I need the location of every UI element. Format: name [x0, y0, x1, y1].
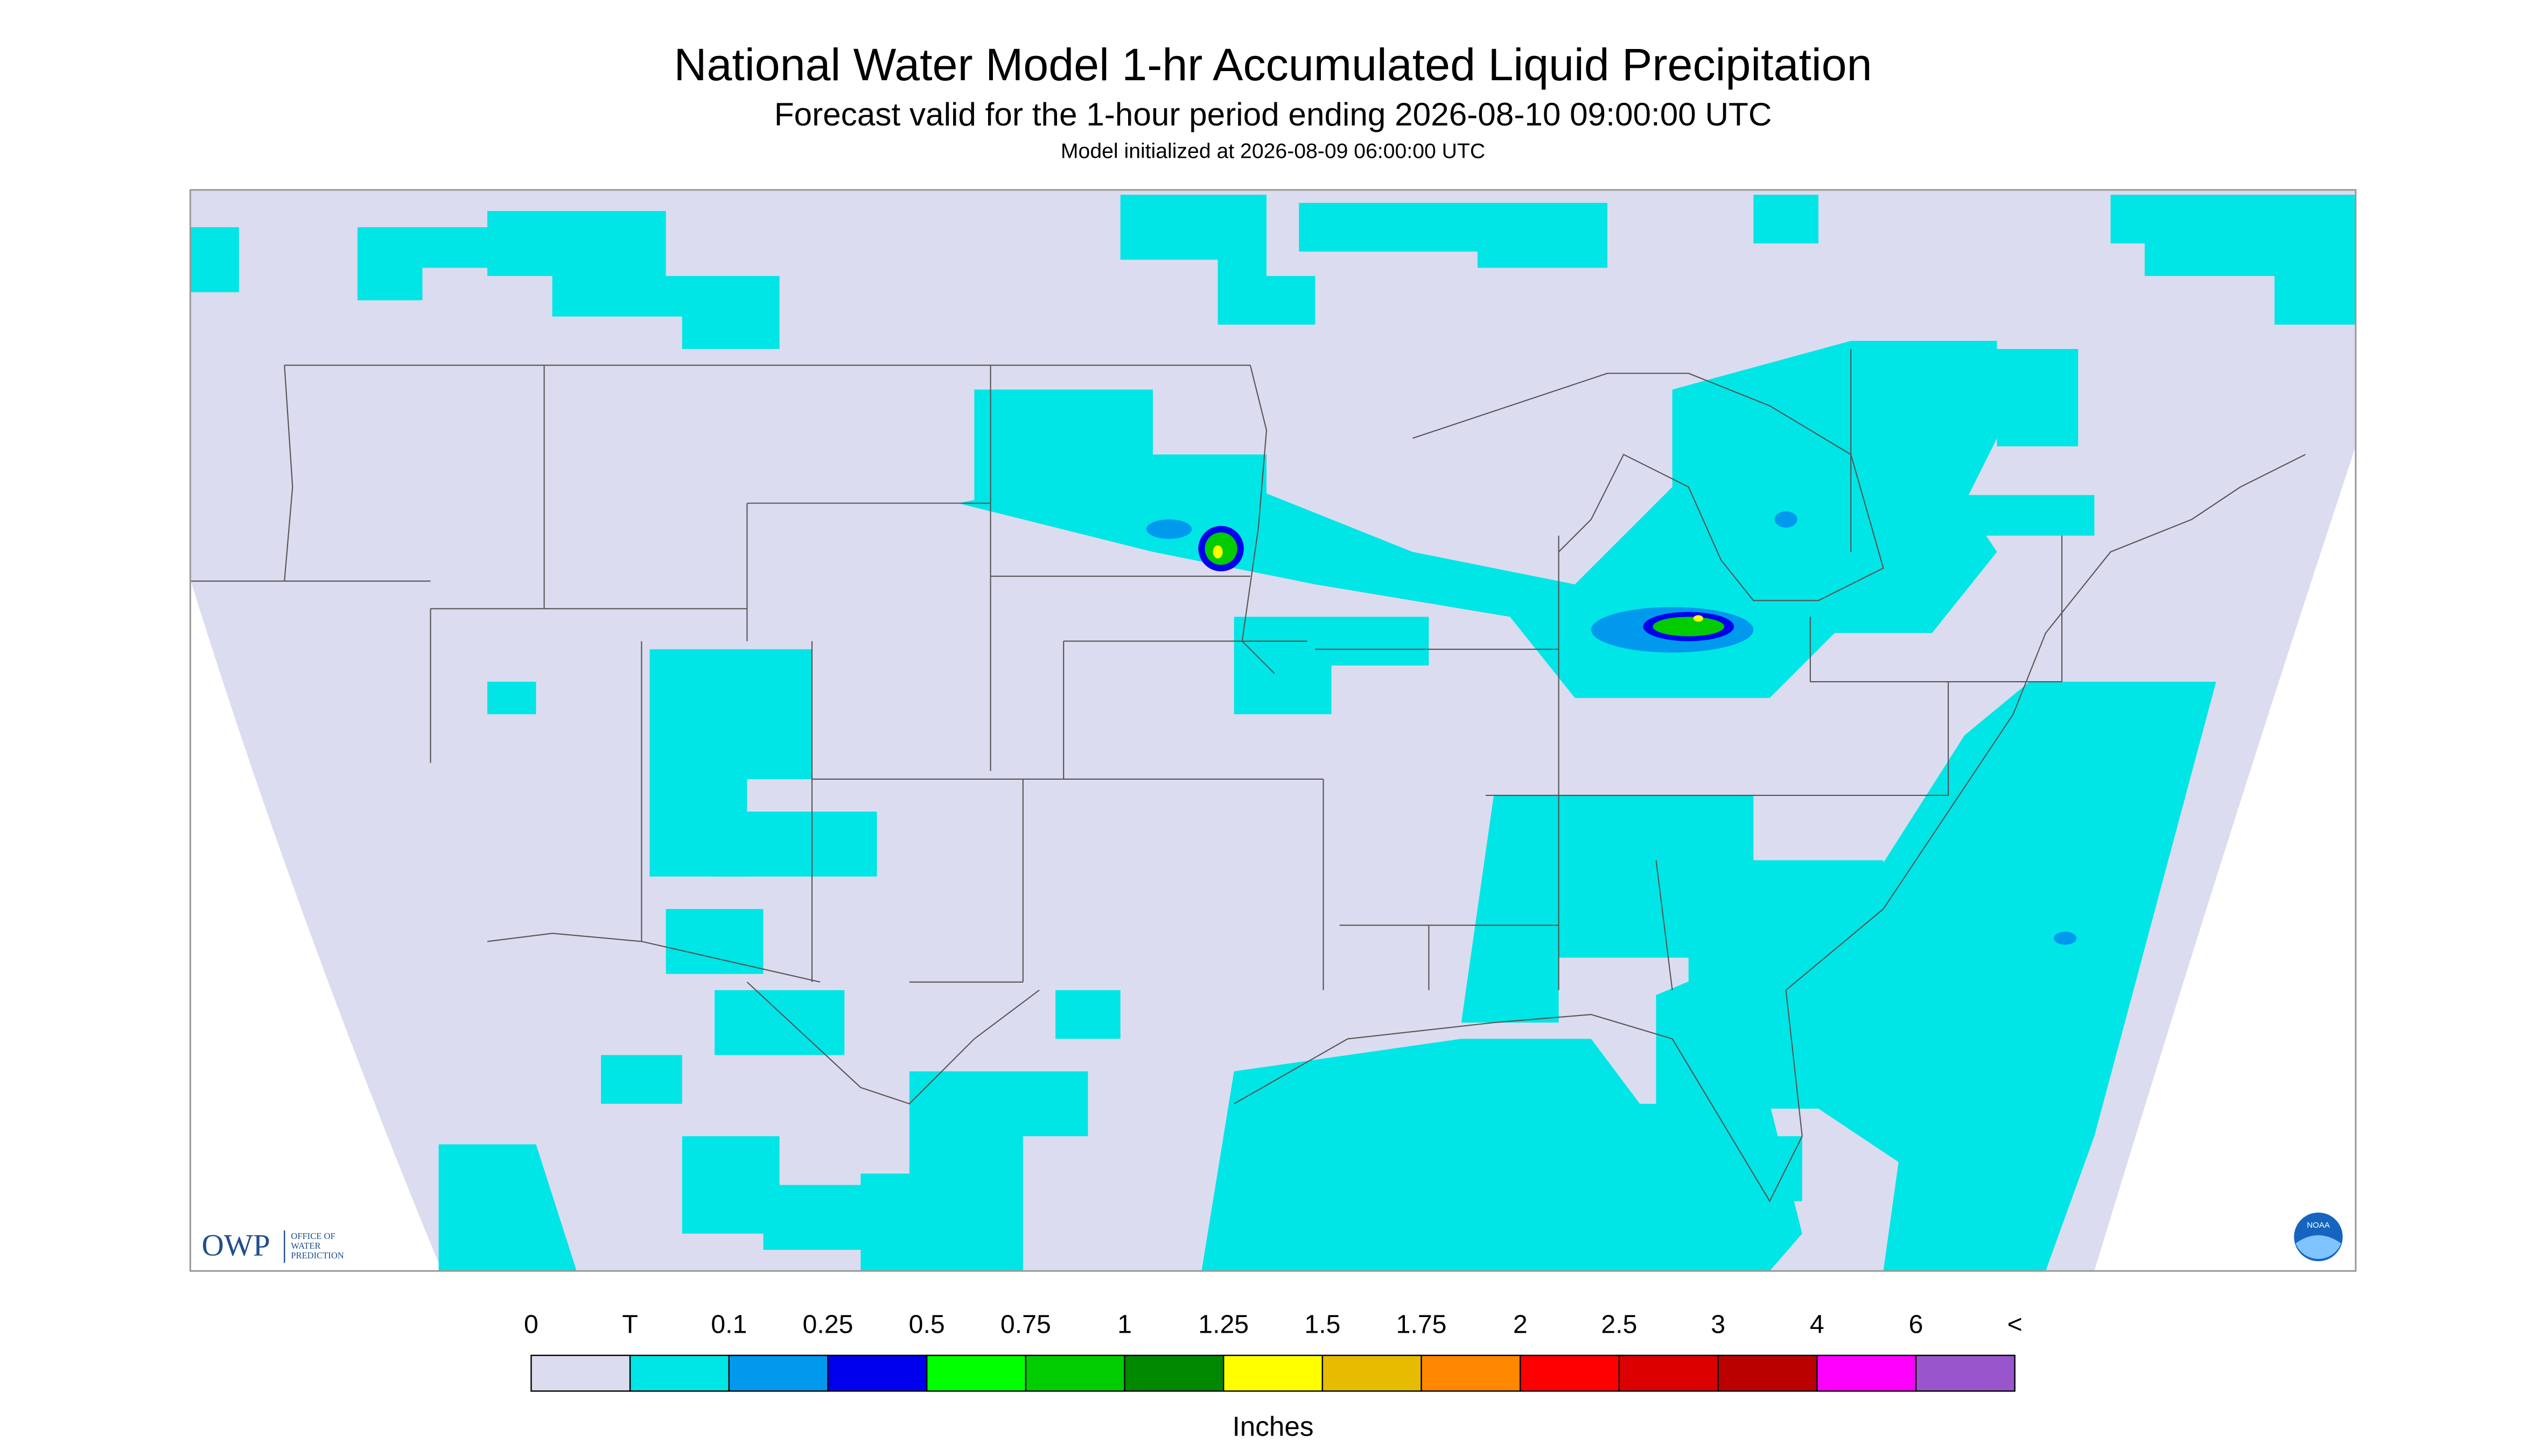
legend-swatch [1025, 1354, 1125, 1392]
init-time: Model initialized at 2026-08-09 06:00:00… [1061, 140, 1485, 163]
legend-label: T [622, 1310, 638, 1339]
legend-label: 0 [524, 1310, 538, 1339]
legend-swatch [1421, 1354, 1521, 1392]
precip-heavy [1146, 511, 2077, 945]
owp-logo-text: PREDICTION [291, 1250, 344, 1261]
legend-units: Inches [1233, 1411, 1314, 1441]
legend-label: 1.75 [1396, 1310, 1447, 1339]
legend-swatch [1816, 1354, 1917, 1392]
legend-label: 1.5 [1304, 1310, 1340, 1339]
legend-swatch [1321, 1354, 1422, 1392]
legend-label: 0.25 [803, 1310, 853, 1339]
legend-label: 1.25 [1198, 1310, 1249, 1339]
owp-logo-text: OFFICE OF [291, 1231, 335, 1241]
legend-label: 4 [1810, 1310, 1824, 1339]
legend-label: 0.5 [909, 1310, 945, 1339]
legend-swatch [1520, 1354, 1620, 1392]
legend-label: 3 [1711, 1310, 1725, 1339]
legend-label: 0.75 [1000, 1310, 1051, 1339]
legend-swatch [926, 1354, 1027, 1392]
legend-label: 2 [1513, 1310, 1528, 1339]
legend-label: 1 [1117, 1310, 1132, 1339]
noaa-logo-text: NOAA [2307, 1221, 2331, 1230]
legend-label: 6 [1909, 1310, 1923, 1339]
legend-swatch [530, 1354, 631, 1392]
legend-label: < [2007, 1310, 2023, 1339]
map-frame [189, 189, 2357, 1272]
legend: Inches 0 T 0.1 0.25 0.5 0.75 1 1.25 1.5 1.75 2 2.5 3… [524, 1310, 2023, 1442]
legend-swatch [1618, 1354, 1719, 1392]
map: OWP OFFICE OF WATER PREDICTION NOAA [189, 189, 2357, 1272]
noaa-logo-wave [2296, 1235, 2341, 1259]
legend-swatch [1223, 1354, 1324, 1392]
legend-swatch [728, 1354, 829, 1392]
precip-trace [190, 194, 2356, 1271]
legend-swatch [1915, 1354, 2016, 1392]
legend-label: 0.1 [711, 1310, 747, 1339]
boundaries [190, 349, 2306, 1202]
legend-swatch [1124, 1354, 1224, 1392]
legend-swatch [629, 1354, 730, 1392]
legend-swatch [1717, 1354, 1818, 1392]
owp-logo-text: WATER [291, 1241, 321, 1251]
title: National Water Model 1-hr Accumulated Li… [674, 39, 1872, 90]
subtitle: Forecast valid for the 1-hour period end… [774, 96, 1772, 132]
legend-label: 2.5 [1601, 1310, 1637, 1339]
legend-swatch [827, 1354, 928, 1392]
owp-logo: OWP [201, 1228, 270, 1262]
